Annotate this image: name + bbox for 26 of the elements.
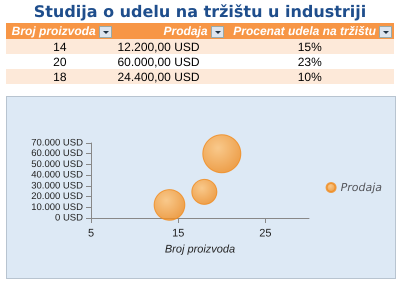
y-tick-label: 30.000 USD <box>31 180 84 192</box>
text: Broj proizvoda <box>6 23 114 39</box>
text: 60.000,00 USD <box>116 54 201 69</box>
text: 24.400,00 USD <box>114 69 226 84</box>
y-tick-label: 20.000 USD <box>31 191 84 202</box>
y-tick-label: 60.000 USD <box>31 148 84 160</box>
x-tick-label: 25 <box>259 228 272 240</box>
text: 23% <box>296 54 323 69</box>
text: Procenat udela na tržištu <box>226 23 394 39</box>
text: Prodaja <box>114 23 226 39</box>
y-tick-label: 0 USD <box>55 212 84 224</box>
text: 10% <box>226 69 394 84</box>
text: 18 <box>6 69 114 84</box>
text: 12.200,00 USD <box>114 39 226 54</box>
text: Studija o udelu na tržištu u industriji <box>32 1 368 23</box>
y-tick-label: 50.000 USD <box>31 158 84 170</box>
y-tick-label: 70.000 USD <box>31 138 84 148</box>
legend-label: Prodaja <box>340 181 382 194</box>
text: 15% <box>226 39 394 54</box>
x-axis-title: Broj proizvoda <box>164 244 236 256</box>
text: 14 <box>6 39 114 54</box>
y-tick-label: 40.000 USD <box>31 170 84 181</box>
x-tick-label: 5 <box>88 228 94 240</box>
x-tick-label: 15 <box>172 228 184 240</box>
text: 20 <box>52 54 68 69</box>
y-tick-label: 10.000 USD <box>31 202 84 213</box>
